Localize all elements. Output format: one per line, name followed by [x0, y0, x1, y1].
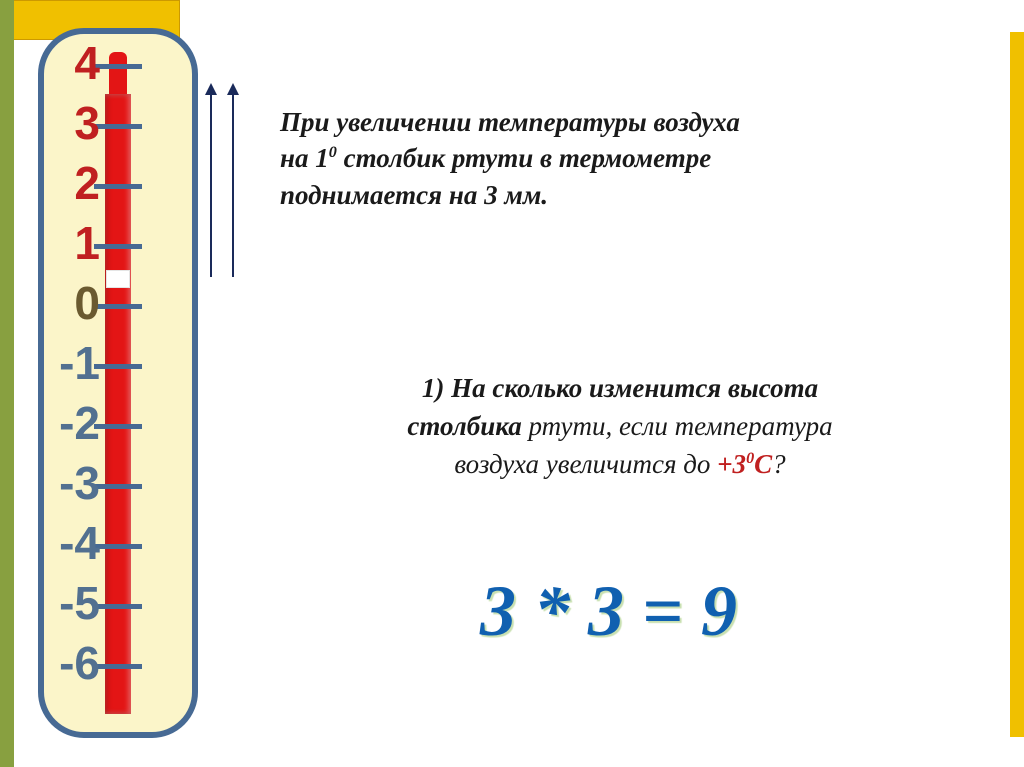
q-prefix: 1) [422, 373, 451, 403]
thermometer-label: -3 [42, 456, 100, 510]
thermometer-label: -6 [42, 636, 100, 690]
intro-line2b: столбик ртути в термометре [337, 143, 711, 173]
thermometer-tick [94, 304, 142, 309]
q-l1b: высота [728, 373, 818, 403]
thermometer-label: -1 [42, 336, 100, 390]
q-l3d: ? [772, 449, 786, 479]
thermometer-label: -4 [42, 516, 100, 570]
thermometer-label: 3 [58, 96, 100, 150]
thermometer-tick [94, 124, 142, 129]
thermometer-tick [94, 604, 142, 609]
thermometer-label: 2 [58, 156, 100, 210]
q-l2b: ртути, если температура [522, 411, 833, 441]
thermometer-tick [94, 64, 142, 69]
equation: 3 * 3 = 9 [480, 570, 737, 653]
arrow-up-icon [232, 85, 234, 277]
thermometer-tick [94, 544, 142, 549]
thermometer-label: 1 [58, 216, 100, 270]
intro-line2a: на 1 [280, 143, 329, 173]
intro-line3: поднимается на 3 мм. [280, 180, 548, 210]
q-l1a: На сколько изменится [451, 373, 728, 403]
q-l3b: +3 [717, 449, 746, 479]
right-yellow-bar [1010, 32, 1024, 737]
q-l2a: столбика [407, 411, 521, 441]
intro-line1: При увеличении температуры воздуха [280, 107, 740, 137]
thermometer-tick [94, 664, 142, 669]
thermometer-tick [94, 184, 142, 189]
thermometer-label: 4 [58, 36, 100, 90]
q-l3c: С [754, 449, 772, 479]
left-green-bar [0, 0, 14, 767]
arrow-up-icon [210, 85, 212, 277]
thermometer-tick [94, 424, 142, 429]
question-text: 1) На сколько изменится высота столбика … [280, 370, 960, 483]
thermometer-label: 0 [58, 276, 100, 330]
thermometer-tick [94, 244, 142, 249]
q-l3a: воздуха увеличится до [454, 449, 717, 479]
thermometer-top-tip [109, 52, 127, 98]
thermometer-label: -2 [42, 396, 100, 450]
mercury-gap [106, 270, 130, 288]
thermometer-panel: 4 3 2 1 0 -1 -2 -3 -4 -5 -6 [38, 28, 198, 738]
thermometer-tick [94, 484, 142, 489]
intro-text: При увеличении температуры воздуха на 10… [280, 104, 960, 213]
thermometer-label: -5 [42, 576, 100, 630]
thermometer-tick [94, 364, 142, 369]
